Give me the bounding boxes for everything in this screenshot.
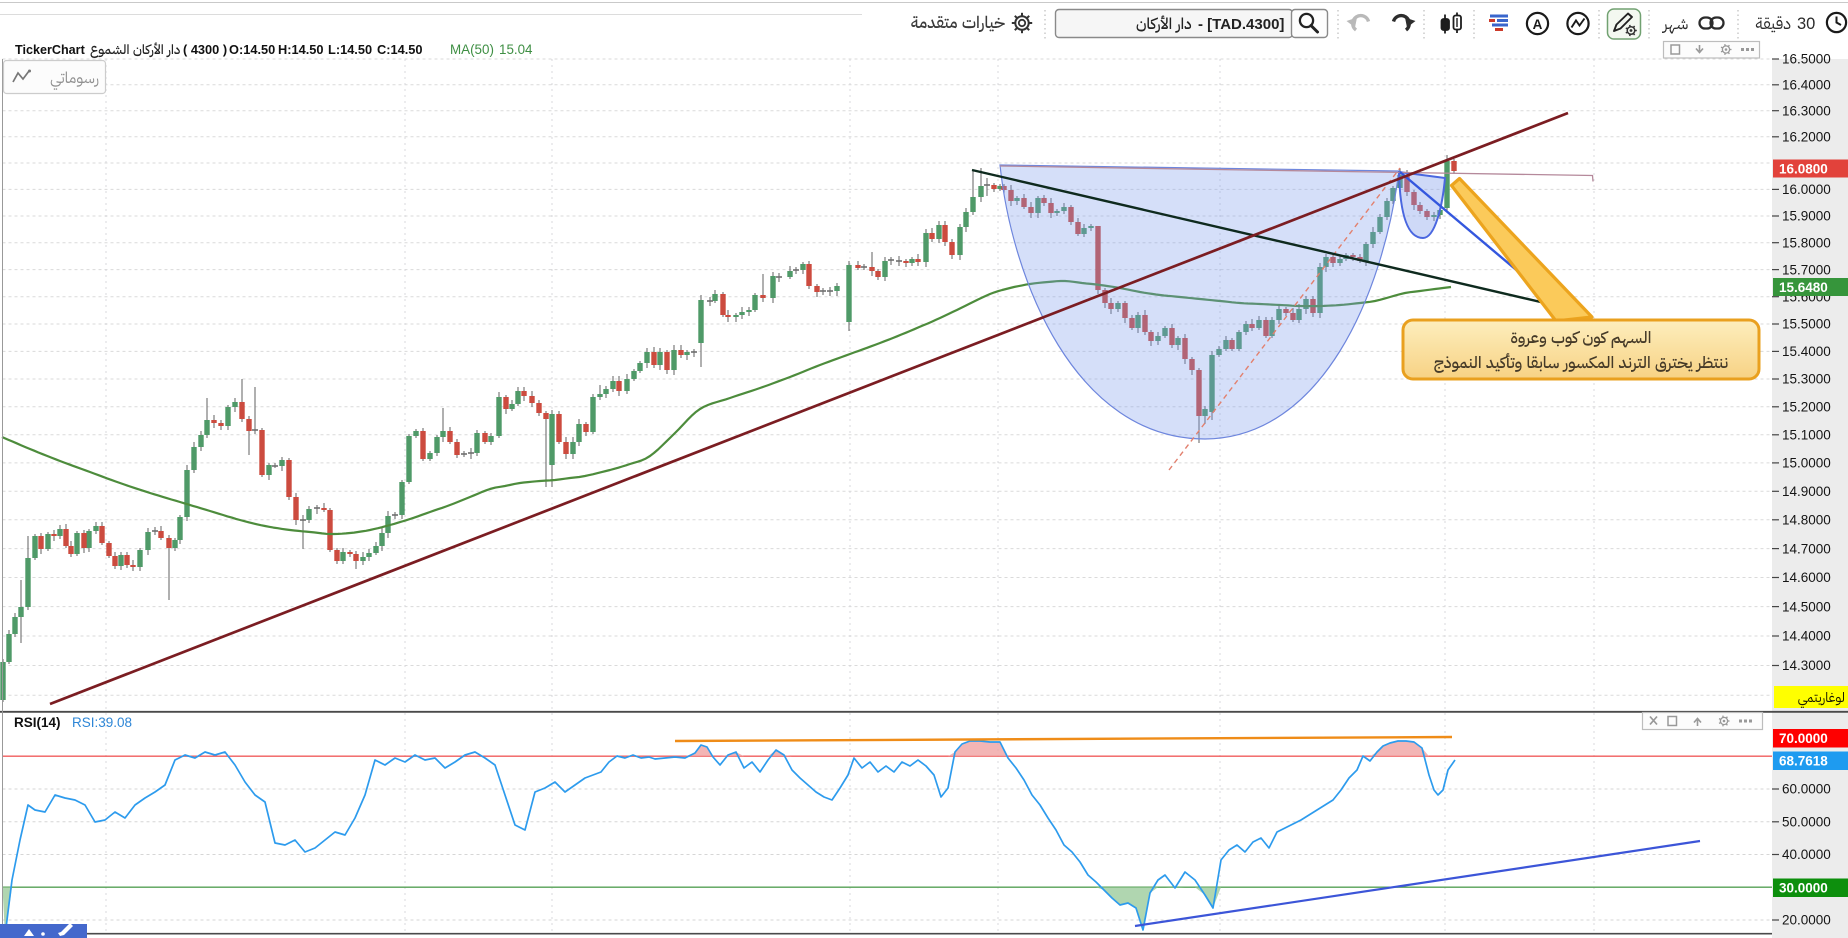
svg-text:14.6000: 14.6000 xyxy=(1782,570,1831,585)
svg-text:14.8000: 14.8000 xyxy=(1782,513,1831,528)
svg-text:15.4000: 15.4000 xyxy=(1782,344,1831,359)
svg-text:16.0800: 16.0800 xyxy=(1779,161,1828,176)
svg-text:20.0000: 20.0000 xyxy=(1782,913,1831,928)
svg-text:15.9000: 15.9000 xyxy=(1782,209,1831,224)
svg-text:A: A xyxy=(1533,17,1543,32)
svg-text:- [TAD.4300]: - [TAD.4300] xyxy=(1198,16,1284,33)
svg-text:RSI(14): RSI(14) xyxy=(14,715,61,730)
svg-text:H:14.50: H:14.50 xyxy=(278,42,324,57)
svg-text:40.0000: 40.0000 xyxy=(1782,847,1831,862)
svg-text:16.4000: 16.4000 xyxy=(1782,78,1831,93)
svg-text:15.7000: 15.7000 xyxy=(1782,262,1831,277)
svg-text:15.3000: 15.3000 xyxy=(1782,372,1831,387)
svg-text:68.7618: 68.7618 xyxy=(1779,754,1828,769)
svg-text:16.5000: 16.5000 xyxy=(1782,52,1831,67)
svg-text:15.8000: 15.8000 xyxy=(1782,235,1831,250)
svg-text:15.6480: 15.6480 xyxy=(1779,280,1828,295)
svg-text:15.5000: 15.5000 xyxy=(1782,317,1831,332)
svg-text:C:14.50: C:14.50 xyxy=(377,42,423,57)
svg-text:RSI:39.08: RSI:39.08 xyxy=(72,715,132,730)
svg-text:16.3000: 16.3000 xyxy=(1782,103,1831,118)
svg-text:16.0000: 16.0000 xyxy=(1782,182,1831,197)
svg-text:15.0000: 15.0000 xyxy=(1782,456,1831,471)
svg-text:14.4000: 14.4000 xyxy=(1782,629,1831,644)
svg-text:15.04: 15.04 xyxy=(499,42,533,57)
svg-text:MA(50): MA(50) xyxy=(450,42,494,57)
svg-text:60.0000: 60.0000 xyxy=(1782,782,1831,797)
svg-text:L:14.50: L:14.50 xyxy=(328,42,372,57)
svg-text:14.5000: 14.5000 xyxy=(1782,599,1831,614)
svg-text:15.1000: 15.1000 xyxy=(1782,428,1831,443)
svg-text:14.7000: 14.7000 xyxy=(1782,541,1831,556)
svg-text:14.9000: 14.9000 xyxy=(1782,484,1831,499)
svg-text:TickerChart: TickerChart xyxy=(15,43,86,57)
svg-text:70.0000: 70.0000 xyxy=(1779,731,1828,746)
svg-text:15.2000: 15.2000 xyxy=(1782,400,1831,415)
svg-text:30.0000: 30.0000 xyxy=(1779,881,1828,896)
svg-text:14.3000: 14.3000 xyxy=(1782,658,1831,673)
svg-text:30: 30 xyxy=(1797,15,1815,33)
svg-text:50.0000: 50.0000 xyxy=(1782,815,1831,830)
svg-text:( 4300 ): ( 4300 ) xyxy=(183,42,227,57)
svg-text:O:14.50: O:14.50 xyxy=(229,42,275,57)
svg-text:16.2000: 16.2000 xyxy=(1782,130,1831,145)
